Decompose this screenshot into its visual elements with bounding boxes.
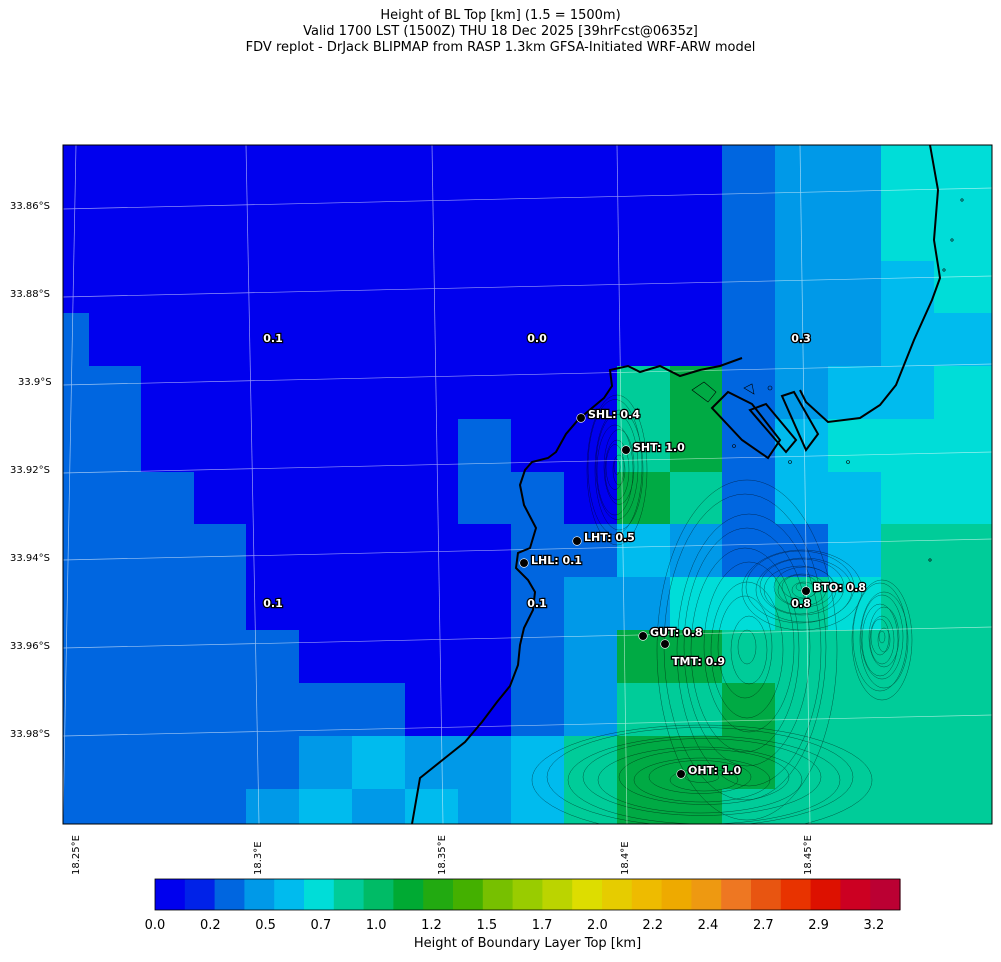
colorbar-tick-label: 2.9 — [808, 918, 829, 933]
colorbar-tick-label: 1.0 — [365, 918, 387, 933]
colorbar-tick-label: 0.0 — [144, 918, 166, 933]
station-shl[interactable]: SHL: 0.4 — [576, 407, 641, 423]
colorbar-tick-label: 1.7 — [531, 918, 553, 933]
colorbar-swatch — [602, 879, 633, 910]
lat-label: 33.9°S — [18, 377, 52, 388]
station-label: OHT: 1.0 — [688, 764, 742, 777]
harbour-features — [691, 198, 964, 562]
region-value: 0.1 — [527, 597, 547, 610]
terrain-contours — [531, 394, 913, 824]
colorbar-swatch — [274, 879, 305, 910]
station-markers: SHL: 0.4 SHT: 1.0 LHT: 0.5 LHL: 0.1 BTO:… — [519, 407, 867, 779]
colorbar-tick-label: 1.5 — [476, 918, 498, 933]
title-line-3: FDV replot - DrJack BLIPMAP from RASP 1.… — [245, 40, 756, 55]
station-lhl[interactable]: LHL: 0.1 — [519, 553, 583, 568]
station-label: LHT: 0.5 — [584, 531, 635, 544]
colorbar-swatch — [721, 879, 752, 910]
colorbar-swatch — [423, 879, 454, 910]
station-lht[interactable]: LHT: 0.5 — [572, 530, 636, 546]
station-label: BTO: 0.8 — [813, 581, 866, 594]
station-label: GUT: 0.8 — [650, 626, 703, 639]
title-line-1: Height of BL Top [km] (1.5 = 1500m) — [380, 8, 621, 23]
station-label: SHT: 1.0 — [633, 441, 685, 454]
colorbar-tick-label: 0.5 — [255, 918, 276, 933]
station-label: LHL: 0.1 — [531, 554, 582, 567]
colorbar-swatch — [155, 879, 186, 910]
colorbar-tick-label: 2.7 — [752, 918, 774, 933]
lat-label: 33.98°S — [10, 729, 50, 740]
colorbar-tick-label: 2.2 — [642, 918, 664, 933]
colorbar-swatch — [512, 879, 543, 910]
lon-label: 18.25°E — [71, 835, 82, 875]
colorbar-swatch — [661, 879, 692, 910]
colorbar-swatch — [780, 879, 812, 910]
lon-label: 18.35°E — [437, 835, 448, 875]
station-label: SHL: 0.4 — [588, 408, 640, 421]
colorbar-swatch — [691, 879, 722, 910]
station-tmt[interactable]: TMT: 0.9 — [660, 639, 726, 669]
station-sht[interactable]: SHT: 1.0 — [621, 440, 686, 455]
station-oht[interactable]: OHT: 1.0 — [676, 763, 743, 779]
region-value: 0.8 — [791, 597, 811, 610]
colorbar — [154, 878, 901, 911]
colorbar-tick-label: 0.2 — [199, 918, 221, 933]
lat-label: 33.88°S — [10, 289, 50, 300]
region-value: 0.3 — [791, 332, 811, 345]
lat-label: 33.86°S — [10, 201, 50, 212]
lat-label: 33.92°S — [10, 465, 50, 476]
title-line-2: Valid 1700 LST (1500Z) THU 18 Dec 2025 [… — [303, 24, 698, 39]
colorbar-tick-label: 2.4 — [697, 918, 719, 933]
colorbar-swatch — [631, 879, 663, 910]
colorbar-swatch — [184, 879, 216, 910]
station-bto[interactable]: BTO: 0.8 — [801, 580, 867, 596]
colorbar-swatch — [751, 879, 782, 910]
colorbar-swatch — [363, 879, 394, 910]
colorbar-swatch — [542, 879, 573, 910]
colorbar-swatch — [453, 879, 484, 910]
colorbar-title: Height of Boundary Layer Top [km] — [413, 936, 642, 951]
colorbar-swatch — [840, 879, 871, 910]
region-value: 0.1 — [263, 332, 283, 345]
region-value: 0.0 — [527, 332, 547, 345]
colorbar-swatch — [304, 879, 335, 910]
lat-label: 33.96°S — [10, 641, 50, 652]
colorbar-tick-label: 2.0 — [587, 918, 608, 933]
region-value-labels: 0.1 0.0 0.3 0.1 0.1 0.8 — [262, 331, 812, 612]
station-label: TMT: 0.9 — [672, 655, 725, 668]
colorbar-swatch — [810, 879, 841, 910]
map-frame — [62, 144, 993, 825]
colorbar-swatch — [870, 879, 901, 910]
colorbar-tick-label: 3.2 — [863, 918, 885, 933]
colorbar-tick-label: 0.7 — [310, 918, 332, 933]
lat-lon-gridlines — [63, 145, 992, 824]
coastline — [411, 145, 942, 824]
colorbar-swatch — [572, 879, 603, 910]
colorbar-swatch — [333, 879, 365, 910]
colorbar-tick-label: 1.2 — [421, 918, 442, 933]
lon-label: 18.3°E — [253, 841, 264, 875]
lat-label: 33.94°S — [10, 553, 50, 564]
station-gut[interactable]: GUT: 0.8 — [638, 625, 704, 641]
colorbar-swatch — [214, 879, 245, 910]
colorbar-swatch — [393, 879, 424, 910]
colorbar-swatch — [244, 879, 275, 910]
colorbar-swatch — [482, 879, 514, 910]
bl-height-grid — [63, 145, 992, 824]
region-value: 0.1 — [263, 597, 283, 610]
lon-label: 18.4°E — [620, 841, 631, 875]
lon-label: 18.45°E — [803, 835, 814, 875]
